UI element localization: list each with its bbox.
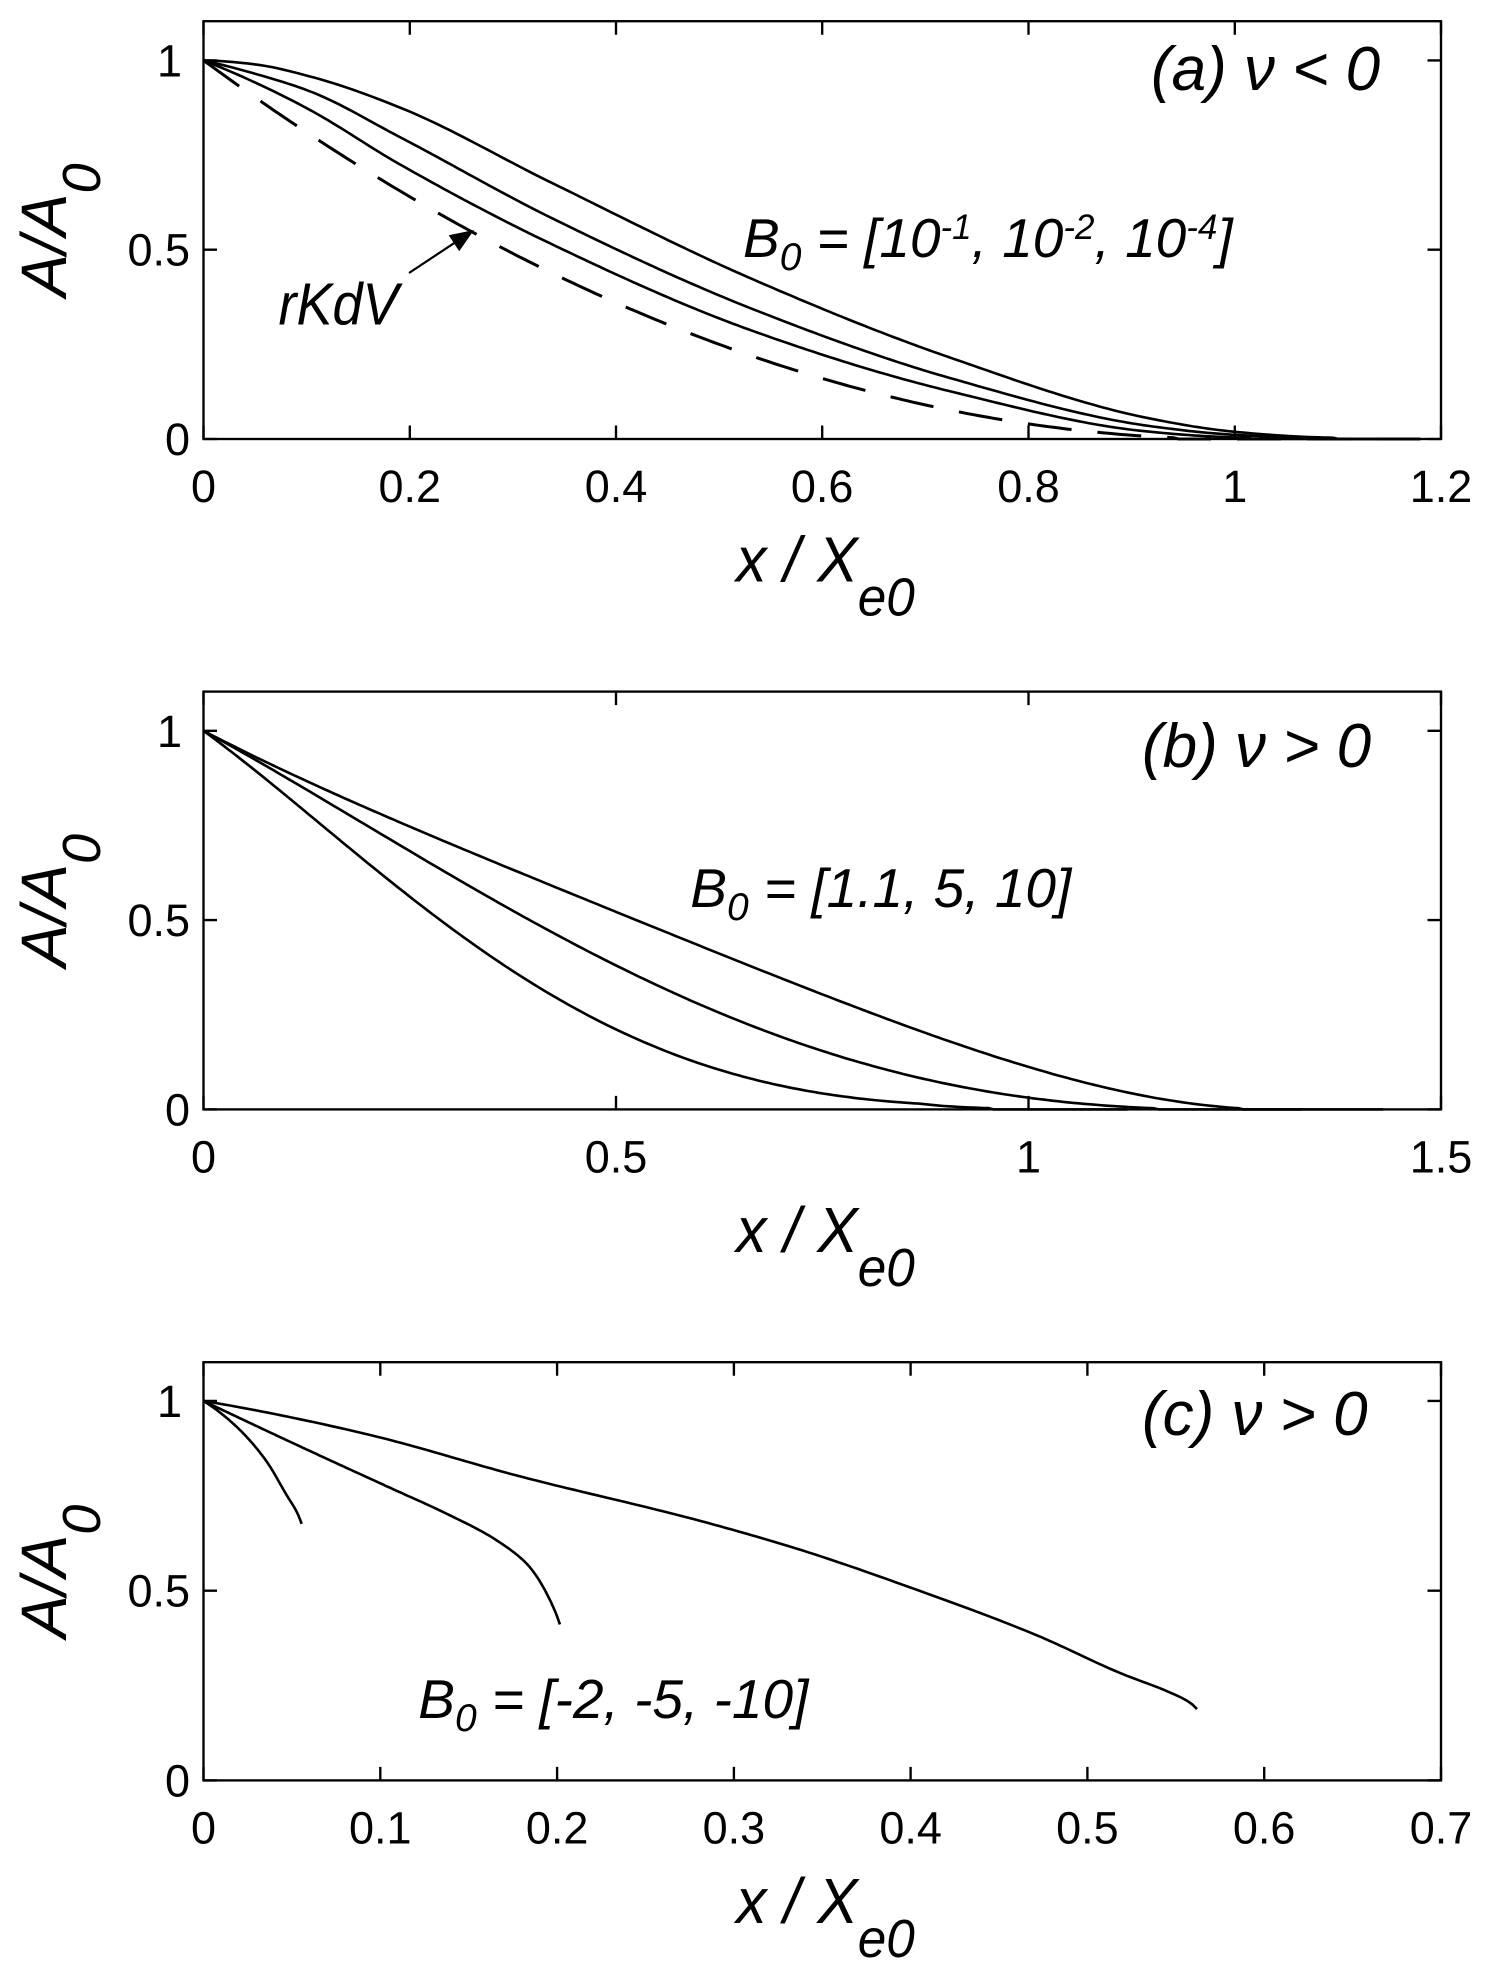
- svg-text:rKdV: rKdV: [279, 271, 404, 337]
- svg-text:1: 1: [157, 1376, 182, 1427]
- svg-text:0.5: 0.5: [127, 1566, 190, 1617]
- svg-text:(c) ν > 0: (c) ν > 0: [1142, 1380, 1368, 1449]
- svg-text:0.6: 0.6: [791, 461, 854, 512]
- svg-text:0.2: 0.2: [526, 1802, 589, 1853]
- svg-text:0.6: 0.6: [1233, 1802, 1296, 1853]
- svg-text:1.5: 1.5: [1410, 1131, 1473, 1182]
- svg-text:(b) ν > 0: (b) ν > 0: [1142, 712, 1371, 781]
- svg-text:0.4: 0.4: [585, 461, 648, 512]
- svg-text:B0 = [1.1, 5, 10]: B0 = [1.1, 5, 10]: [690, 857, 1073, 929]
- svg-text:1.2: 1.2: [1410, 461, 1473, 512]
- svg-text:0.3: 0.3: [703, 1802, 766, 1853]
- svg-text:0.5: 0.5: [585, 1131, 648, 1182]
- svg-text:1: 1: [1222, 461, 1247, 512]
- svg-text:1: 1: [157, 35, 182, 86]
- svg-text:0.5: 0.5: [127, 225, 190, 276]
- svg-text:0.5: 0.5: [127, 895, 190, 946]
- svg-text:0.4: 0.4: [879, 1802, 942, 1853]
- svg-text:B0 = [10-1​, 10-2​, 10-4​]: B0 = [10-1​, 10-2​, 10-4​]: [743, 207, 1234, 279]
- svg-text:1: 1: [157, 706, 182, 757]
- svg-text:0.2: 0.2: [379, 461, 442, 512]
- svg-text:0.1: 0.1: [349, 1802, 412, 1853]
- svg-text:0: 0: [165, 1755, 190, 1806]
- svg-text:0.7: 0.7: [1410, 1802, 1473, 1853]
- svg-text:0: 0: [165, 1084, 190, 1135]
- svg-text:0: 0: [191, 1131, 216, 1182]
- svg-text:B0 = [-2, -5, -10]: B0 = [-2, -5, -10]: [418, 1668, 810, 1740]
- svg-text:1: 1: [1016, 1131, 1041, 1182]
- svg-text:0: 0: [191, 1802, 216, 1853]
- svg-text:(a) ν < 0: (a) ν < 0: [1151, 35, 1380, 104]
- svg-text:0.5: 0.5: [1056, 1802, 1119, 1853]
- svg-text:0: 0: [191, 461, 216, 512]
- svg-text:0.8: 0.8: [997, 461, 1060, 512]
- svg-text:0: 0: [165, 414, 190, 465]
